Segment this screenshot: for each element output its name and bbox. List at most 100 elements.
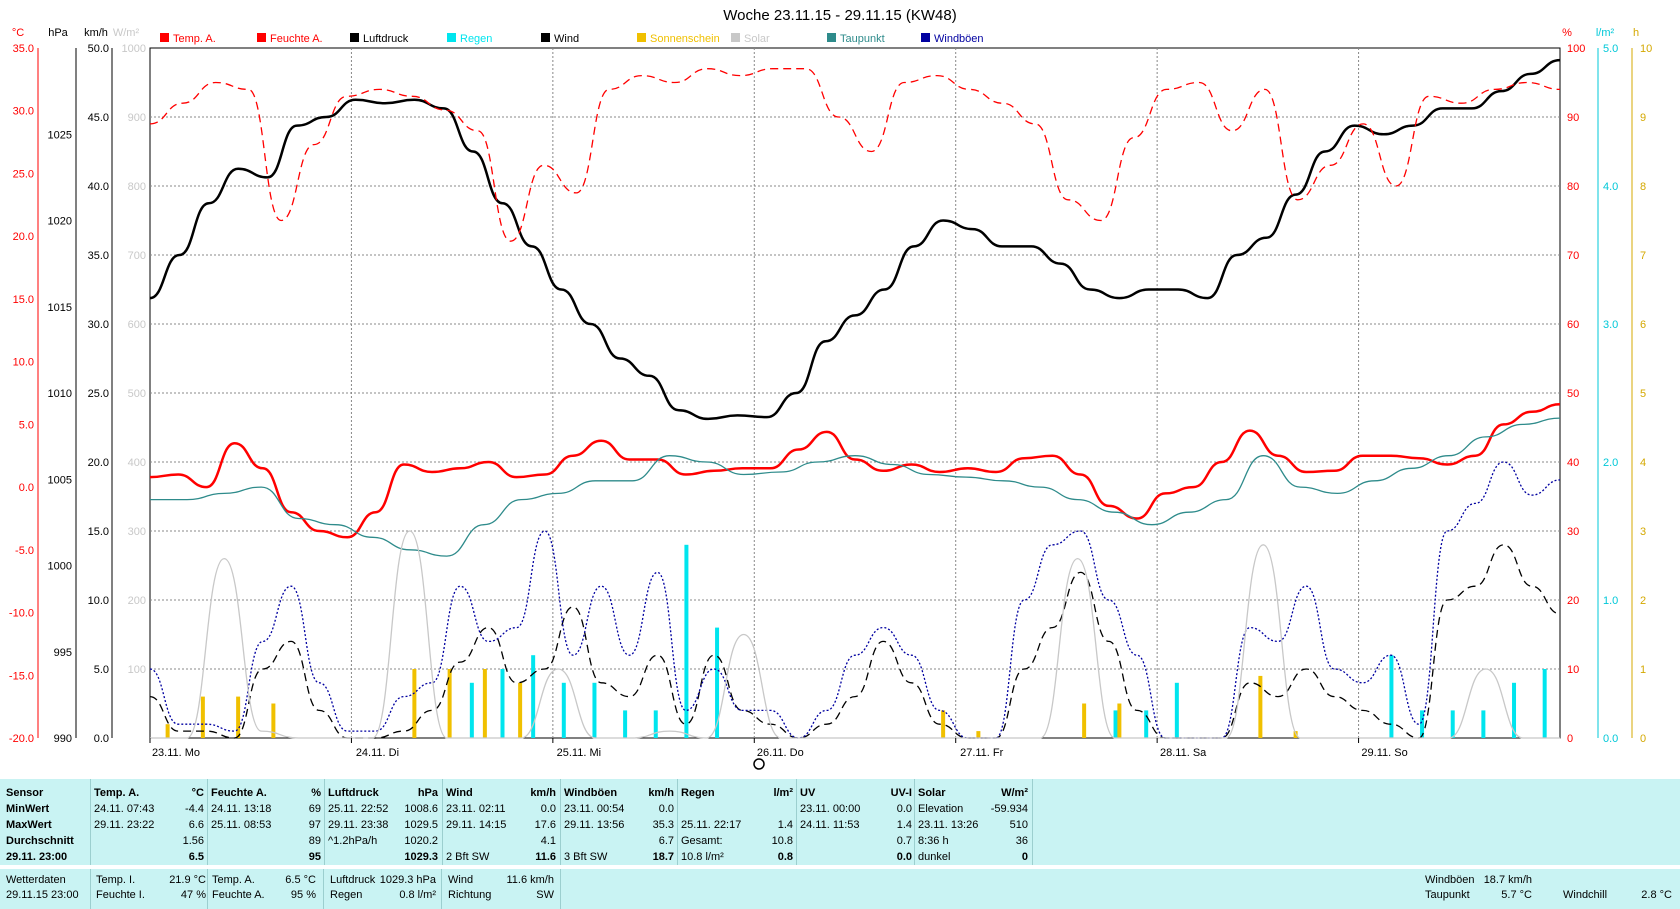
- stats-cell-value: 89: [308, 835, 321, 847]
- bar-sonnenschein: [165, 724, 170, 738]
- stats-cell-value: 36: [1015, 835, 1028, 847]
- temp-a-label: Temp. A.: [212, 874, 255, 886]
- tick-wind: 50.0: [88, 43, 109, 55]
- bar-regen: [469, 682, 474, 738]
- legend-swatch-luftdruck: [350, 33, 359, 42]
- stats-cell-label: 24.11. 13:18: [211, 803, 272, 815]
- tick-rain: 0.0: [1603, 733, 1618, 745]
- stats-cell-label: 8:36 h: [918, 835, 949, 847]
- stats-cell-value: 17.6: [534, 819, 556, 831]
- stats-unit: km/h: [648, 787, 674, 799]
- tick-temp: 30.0: [13, 106, 34, 118]
- tick-wind: 30.0: [88, 319, 109, 331]
- stats-cell-label: Gesamt:: [681, 835, 723, 847]
- stats-cell-value: 0.0: [896, 803, 912, 815]
- footer-wetterdaten: Wetterdaten 29.11.15 23:00: [6, 873, 90, 903]
- weather-chart: Woche 23.11.15 - 29.11.15 (KW48) Temp. A…: [9, 7, 1652, 770]
- stats-cell-value: 1029.5: [404, 819, 438, 831]
- stats-header: Sensor: [6, 787, 44, 799]
- tick-wind: 15.0: [88, 526, 109, 538]
- tick-sun: 0: [1640, 733, 1646, 745]
- tick-wind: 10.0: [88, 595, 109, 607]
- tick-pressure: 995: [54, 647, 72, 659]
- footer-windchill: Windchill 2.8 °C: [1563, 888, 1672, 903]
- legend-label-wind: Wind: [554, 33, 579, 45]
- stats-cell-label: 24.11. 07:43: [94, 803, 155, 815]
- legend-label-regen: Regen: [460, 33, 492, 45]
- stats-cell-label: 29.11. 14:15: [446, 819, 507, 831]
- series-solar: [150, 530, 1560, 739]
- tick-rain: 3.0: [1603, 319, 1618, 331]
- tick-sun: 3: [1640, 526, 1646, 538]
- windchill-label: Windchill: [1563, 889, 1608, 901]
- bar-sonnenschein: [447, 669, 452, 738]
- stats-separator: [207, 779, 208, 865]
- tick-pressure: 1000: [48, 561, 72, 573]
- chart-lines: [149, 58, 1561, 739]
- tick-pressure: 1015: [48, 302, 72, 314]
- bar-sonnenschein: [518, 682, 523, 738]
- legend-swatch-sonnenschein: [637, 33, 646, 42]
- tick-rain: 1.0: [1603, 595, 1618, 607]
- feuchte-a-label: Feuchte A.: [212, 889, 265, 901]
- unit-sun: h: [1633, 27, 1639, 39]
- stats-header: Temp. A.: [94, 787, 140, 799]
- stats-col-uv: UV UV-I 23.11. 00:00 0.0 24.11. 11:53 1.4 0.7 0…: [800, 785, 912, 865]
- tick-solar: 500: [128, 388, 146, 400]
- windboeen-value: 18.7 km/h: [1483, 874, 1532, 886]
- tick-wind: 40.0: [88, 181, 109, 193]
- bar-regen: [500, 669, 505, 738]
- tick-temp: 20.0: [13, 231, 34, 243]
- bar-regen: [1144, 710, 1149, 738]
- tick-temp: 15.0: [13, 294, 34, 306]
- stats-separator: [324, 779, 325, 865]
- tick-pressure: 1010: [48, 388, 72, 400]
- tick-solar: 900: [128, 112, 146, 124]
- stats-cell-value: -4.4: [185, 803, 204, 815]
- x-tick-label: 28.11. Sa: [1160, 747, 1207, 759]
- bar-regen: [684, 544, 689, 738]
- stats-cell-label: 23.11. 13:26: [918, 819, 979, 831]
- regen-label: Regen: [330, 889, 363, 901]
- x-axis: 23.11. Mo 24.11. Di 25.11. Mi 26.11. Do 27.1…: [149, 738, 1408, 759]
- tick-solar: 300: [128, 526, 146, 538]
- feuchte-i-label: Feuchte I.: [96, 889, 145, 901]
- tick-pressure: 1005: [48, 474, 72, 486]
- stats-cell-value: 0.8: [777, 851, 793, 863]
- stats-col-luftdruck: Luftdruck hPa 25.11. 22:52 1008.6 29.11. 23:…: [328, 785, 438, 865]
- x-tick-label: 27.11. Fr: [960, 747, 1004, 759]
- windchill-value: 2.8 °C: [1641, 889, 1672, 901]
- chart-grid: [150, 48, 1560, 738]
- legend-label-solar: Solar: [744, 33, 770, 45]
- x-tick-label: 24.11. Di: [356, 747, 399, 759]
- tick-solar: 800: [128, 181, 146, 193]
- stats-unit: °C: [191, 787, 204, 799]
- stats-header: Wind: [446, 787, 473, 799]
- footer-panel: Wetterdaten 29.11.15 23:00 Temp. I. 21.9 …: [0, 869, 1680, 909]
- stats-cell-value: 4.1: [540, 835, 556, 847]
- chart-axes: °C hPa km/h W/m²% l/m² h35.030.025.020.015.01…: [9, 27, 1652, 745]
- bar-regen: [715, 627, 720, 738]
- tick-sun: 8: [1640, 181, 1646, 193]
- stats-cell-label: 3 Bft SW: [564, 851, 608, 863]
- bar-sonnenschein: [271, 703, 276, 738]
- bar-regen: [531, 655, 536, 738]
- feuchte-i-value: 47 %: [180, 889, 206, 901]
- tick-sun: 2: [1640, 595, 1646, 607]
- tick-humidity: 100: [1567, 43, 1585, 55]
- stats-cell-value: 0.7: [896, 835, 912, 847]
- luftdruck-value: 1029.3 hPa: [379, 874, 436, 886]
- stats-col-feuchte-a: Feuchte A.% 24.11. 13:18 69 25.11. 08:53 97 8…: [211, 785, 321, 865]
- stats-col-sensor: Sensor MinWert MaxWert Durchschnitt 29.11. 2…: [6, 785, 88, 865]
- tick-pressure: 990: [54, 733, 72, 745]
- stats-header: Windböen: [564, 787, 618, 799]
- x-tick-label: 23.11. Mo: [152, 747, 200, 759]
- stats-header: Luftdruck: [328, 787, 379, 799]
- temp-i-label: Temp. I.: [96, 874, 136, 886]
- bar-regen: [1174, 682, 1179, 738]
- tick-humidity: 0: [1567, 733, 1573, 745]
- tick-sun: 10: [1640, 43, 1652, 55]
- footer-indoor: Temp. I. 21.9 °C Feuchte I. 47 %: [96, 873, 206, 903]
- tick-solar: 1000: [122, 43, 146, 55]
- tick-humidity: 90: [1567, 112, 1579, 124]
